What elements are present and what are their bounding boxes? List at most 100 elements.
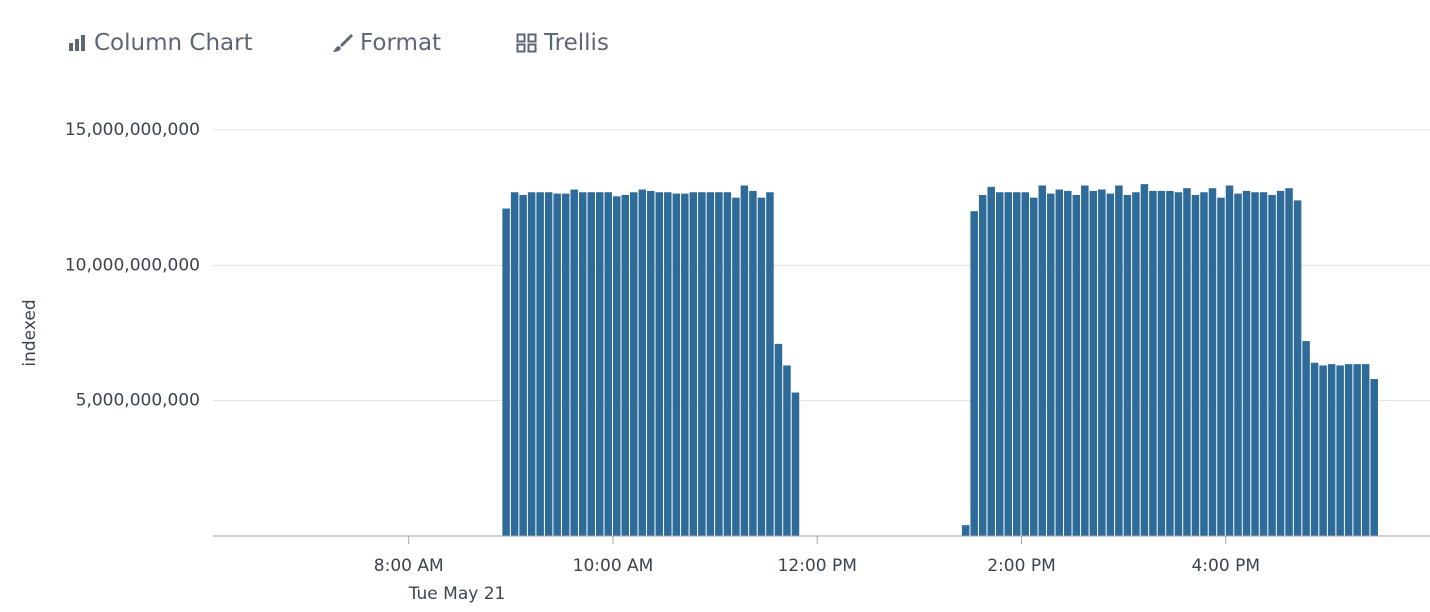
bar [536,192,544,536]
bar [1319,365,1327,536]
bar [1140,184,1149,536]
column-chart-button[interactable]: Column Chart [68,30,253,56]
bar [578,192,587,536]
bar [630,192,638,536]
bar [1336,365,1344,536]
format-label: Format [360,30,442,56]
bar [1251,192,1259,536]
trellis-label: Trellis [544,30,609,56]
bar [732,197,740,536]
bar [655,192,664,536]
bar [664,192,672,536]
bar [587,192,595,536]
bar [1183,188,1191,536]
bar [553,193,561,536]
x-date-label: Tue May 21 [408,584,506,604]
x-tick-label: 10:00 AM [573,556,654,576]
bar [612,196,621,536]
bar [502,208,510,536]
bar [1200,192,1208,536]
bar [791,392,800,536]
bar [1132,192,1140,536]
trellis-button[interactable]: Trellis [516,30,609,56]
bar [995,192,1004,536]
bar [1293,200,1302,536]
bar [1285,188,1293,536]
bar [1217,197,1225,536]
bar [706,192,715,536]
y-tick-label: 5,000,000,000 [76,391,200,411]
bar [1242,190,1251,536]
bar [1089,190,1098,536]
bar [1344,364,1353,536]
bar [1072,194,1081,536]
y-tick-label: 15,000,000,000 [65,120,200,140]
bar [570,189,578,536]
bar [595,192,604,536]
bar [1174,192,1183,536]
bar [1055,189,1064,536]
column-chart-icon [69,35,85,51]
bar [1208,188,1217,536]
bar [1106,193,1115,536]
bar [1021,192,1030,536]
bar [1123,194,1132,536]
bar [1012,192,1021,536]
format-icon [333,34,353,52]
bar [527,192,536,536]
bar [681,193,689,536]
bar [757,197,766,536]
bar [774,343,783,536]
bar [1234,193,1242,536]
bar [519,194,527,536]
bar [740,185,749,536]
bar [1327,364,1336,536]
bar [1098,189,1106,536]
column-chart-label: Column Chart [94,30,253,56]
bar [698,192,706,536]
bar [1030,197,1038,536]
bar [1004,192,1012,536]
bar [1157,190,1166,536]
bar [1047,193,1055,536]
x-tick-label: 4:00 PM [1191,556,1260,576]
bar [783,365,791,536]
bar [672,193,681,536]
bar [638,189,647,536]
y-tick-label: 10,000,000,000 [65,255,200,275]
bar [1149,190,1157,536]
bar [1115,185,1123,536]
bar [1038,185,1047,536]
bar [1191,194,1200,536]
bar [970,211,978,536]
bar [561,193,570,536]
bar [1064,190,1072,536]
bar [604,192,612,536]
bar [689,192,698,536]
x-tick-label: 8:00 AM [374,556,444,576]
bar [1370,379,1378,536]
trellis-icon [516,33,537,53]
bar [978,194,987,536]
bar [766,192,774,536]
bar [1259,192,1268,536]
x-tick-label: 2:00 PM [987,556,1056,576]
bar [647,190,655,536]
bar [1225,185,1234,536]
bar [1081,185,1089,536]
bar [715,192,723,536]
bar [749,190,757,536]
format-button[interactable]: Format [332,30,441,56]
bar [987,186,995,536]
bar [544,192,553,536]
bar [723,192,732,536]
bar [1276,190,1285,536]
bar [1302,341,1310,536]
bar [510,192,519,536]
x-tick-label: 12:00 PM [778,556,857,576]
y-axis-label: indexed [20,299,40,366]
bar [1310,362,1319,536]
bar [1361,364,1370,536]
